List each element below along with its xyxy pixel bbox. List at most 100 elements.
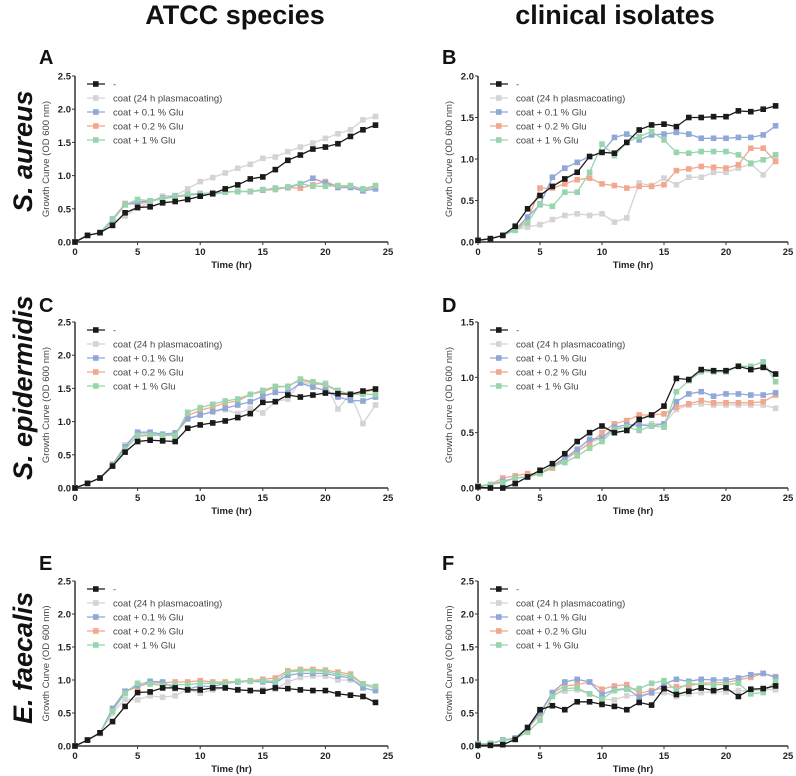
data-point [661, 403, 667, 409]
data-point [310, 146, 316, 152]
data-point [234, 410, 241, 417]
data-point [586, 691, 593, 697]
data-point [562, 176, 568, 182]
data-point [372, 113, 379, 120]
data-point [574, 685, 580, 691]
x-tick-label: 0 [72, 751, 77, 762]
y-tick-label: 1.5 [58, 384, 72, 395]
data-point [748, 399, 754, 406]
x-tick-label: 5 [135, 247, 141, 258]
data-point [347, 397, 354, 404]
data-point [611, 150, 618, 156]
data-point [698, 114, 704, 121]
data-point [673, 129, 680, 136]
data-point [272, 678, 279, 685]
data-point [723, 685, 729, 691]
series-line [477, 394, 776, 487]
data-point [710, 135, 717, 142]
x-tick-label: 10 [597, 493, 608, 504]
data-point [661, 137, 667, 143]
panel-letter-d: D [442, 295, 457, 317]
data-point [611, 703, 618, 710]
data-point [134, 204, 141, 211]
data-point [723, 169, 729, 176]
legend-label: coat (24 h plasmacoating) [113, 340, 222, 351]
data-point [500, 485, 506, 491]
data-point [347, 391, 354, 398]
data-point [512, 227, 518, 234]
series-line [477, 391, 776, 487]
data-point [624, 139, 630, 146]
data-point [562, 212, 568, 219]
data-point [549, 693, 556, 700]
legend-item: - [490, 585, 519, 596]
legend-label: - [113, 80, 116, 91]
data-point [710, 687, 717, 694]
series-2 [475, 388, 779, 489]
legend-label: coat + 0.2 % Glu [113, 368, 184, 379]
x-axis-title: Time (hr) [613, 260, 653, 271]
legend-item: coat + 0.1 % Glu [87, 108, 184, 119]
data-point [147, 204, 153, 210]
data-point [172, 432, 178, 439]
x-tick-label: 20 [721, 493, 732, 504]
data-point [723, 165, 729, 171]
data-point [549, 183, 556, 190]
data-point [549, 203, 556, 210]
data-point [710, 677, 717, 683]
data-point [487, 485, 494, 491]
y-tick-label: 1.0 [58, 417, 71, 428]
data-point [184, 416, 191, 422]
data-point [748, 392, 754, 398]
legend-marker [93, 642, 99, 648]
data-point [599, 423, 605, 429]
series-line [74, 687, 376, 747]
series-0 [72, 386, 379, 491]
data-point [574, 176, 580, 183]
x-tick-label: 10 [597, 751, 608, 762]
x-tick-label: 20 [320, 493, 331, 504]
data-point [698, 689, 704, 696]
series-line [477, 160, 777, 241]
y-tick-label: 0.0 [461, 238, 474, 249]
y-tick-label: 1.0 [58, 676, 71, 687]
data-point [197, 690, 203, 696]
data-point [322, 135, 329, 142]
data-point [524, 474, 531, 480]
data-point [698, 174, 704, 181]
data-point [661, 181, 667, 188]
legend-marker [496, 123, 502, 129]
data-point [197, 193, 203, 199]
series-3 [475, 392, 779, 489]
data-point [549, 216, 556, 223]
data-point [624, 215, 630, 221]
legend-label: coat + 0.1 % Glu [516, 354, 587, 365]
data-point [574, 676, 580, 683]
data-point [574, 438, 580, 445]
x-tick-label: 10 [195, 751, 206, 762]
data-point [710, 399, 717, 406]
data-point [247, 405, 254, 412]
data-point [599, 181, 605, 187]
legend-label: - [516, 80, 519, 91]
y-tick-label: 2.0 [58, 105, 71, 116]
series-line [74, 381, 377, 489]
data-point [297, 394, 304, 400]
legend-label: coat (24 h plasmacoating) [113, 94, 222, 105]
data-point [586, 175, 593, 181]
x-tick-label: 20 [721, 751, 732, 762]
data-point [147, 681, 153, 687]
data-point [648, 689, 655, 696]
legend-item: - [87, 80, 116, 91]
data-point [686, 131, 692, 137]
data-point [599, 691, 605, 698]
data-point [347, 673, 354, 679]
data-point [673, 149, 680, 156]
data-point [661, 681, 667, 687]
data-point [347, 692, 354, 698]
data-point [648, 680, 655, 687]
data-point [586, 679, 593, 685]
data-point [735, 134, 742, 141]
data-point [159, 694, 166, 700]
data-point [772, 152, 779, 158]
